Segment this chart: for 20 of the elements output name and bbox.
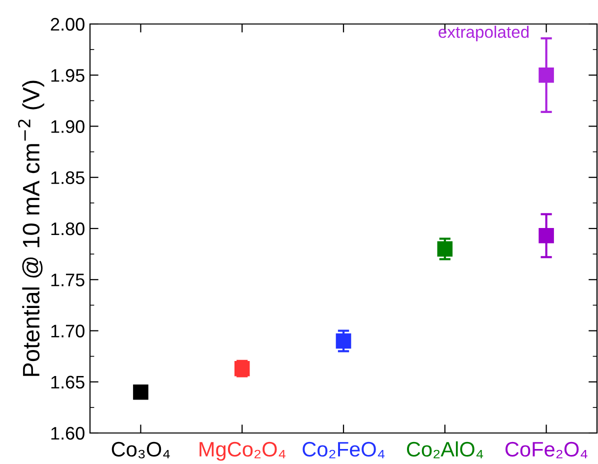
y-tick-label: 1.65 xyxy=(51,376,84,389)
y-tick-label: 1.90 xyxy=(51,120,84,133)
y-tick-label: 1.75 xyxy=(51,274,84,286)
y-axis-title: Potential @ 10 mA cm$^{−2}$ (V) xyxy=(18,80,44,376)
x-tick-label: CoFe₂O₄ xyxy=(505,442,588,458)
x-tick-label: Co₂AlO₄ xyxy=(406,441,484,458)
y-tick-label: 1.95 xyxy=(51,69,84,82)
y-tick-label: 1.85 xyxy=(51,171,84,184)
point xyxy=(437,241,453,257)
y-tick-label: 1.60 xyxy=(51,426,84,440)
y-tick-label: 2.00 xyxy=(50,18,84,31)
x-tick-label: Co₃O₄ xyxy=(112,442,170,458)
point xyxy=(133,384,148,400)
annotation: extrapolated xyxy=(438,26,529,42)
y-tick-label: 1.70 xyxy=(51,324,84,338)
x-tick-label: Co₂FeO₄ xyxy=(302,442,385,458)
y-tick-label: 1.80 xyxy=(51,222,84,236)
point xyxy=(336,333,352,349)
point xyxy=(538,228,554,244)
x-tick-label: MgCo₂O₄ xyxy=(200,442,286,461)
